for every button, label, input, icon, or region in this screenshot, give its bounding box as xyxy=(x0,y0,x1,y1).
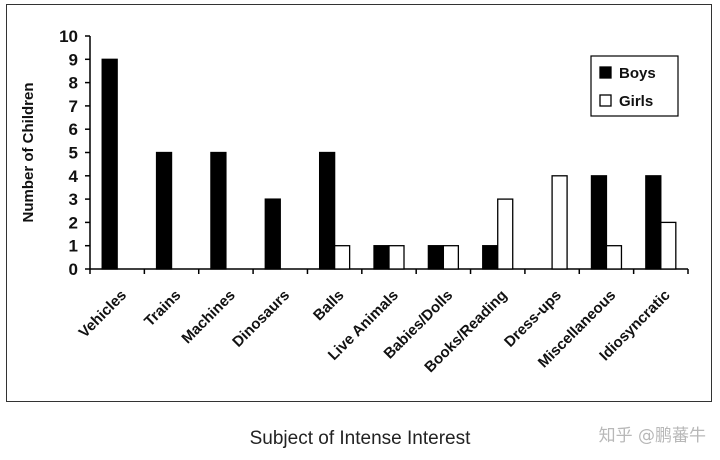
y-tick-label: 1 xyxy=(69,237,78,256)
bar-boys xyxy=(155,151,173,270)
bar-girls xyxy=(551,175,568,270)
bar-boys xyxy=(427,245,445,270)
bar-girls xyxy=(333,245,351,270)
bar-girls xyxy=(442,245,460,270)
bar-boys xyxy=(373,245,390,270)
legend-label: Boys xyxy=(619,65,656,82)
bar-boys xyxy=(645,175,662,270)
y-tick-label: 5 xyxy=(69,144,78,163)
bar-boys xyxy=(590,175,608,270)
y-tick-label: 2 xyxy=(69,213,78,232)
bar-boys xyxy=(482,245,499,270)
chart-frame xyxy=(6,4,712,402)
bar-boys xyxy=(264,198,281,270)
category-label: Vehicles xyxy=(76,287,130,341)
legend-swatch-girls xyxy=(599,94,612,107)
y-tick-label: 3 xyxy=(69,190,78,209)
y-tick-label: 8 xyxy=(69,74,78,93)
bar-boys xyxy=(318,151,336,270)
y-tick-label: 0 xyxy=(69,260,78,279)
y-tick-label: 6 xyxy=(69,120,78,139)
bar-boys xyxy=(101,58,118,270)
bar-girls xyxy=(497,198,514,270)
y-tick-label: 7 xyxy=(69,97,78,116)
bar-boys xyxy=(210,151,227,270)
category-label: Dinosaurs xyxy=(229,287,293,351)
legend-label: Girls xyxy=(619,93,653,110)
bar-girls xyxy=(388,245,405,270)
y-tick-label: 10 xyxy=(59,27,78,46)
legend-swatch-boys xyxy=(599,66,612,79)
y-tick-label: 9 xyxy=(69,50,78,69)
x-axis-title: Subject of Intense Interest xyxy=(249,428,471,449)
bar-girls xyxy=(660,221,677,270)
bar-girls xyxy=(605,245,623,270)
watermark: 知乎 @鹏蕃牛 xyxy=(598,426,706,446)
y-axis-title: Number of Children xyxy=(20,82,37,222)
category-label: Trains xyxy=(141,287,184,330)
category-label: Balls xyxy=(310,287,347,324)
y-tick-label: 4 xyxy=(69,167,79,186)
